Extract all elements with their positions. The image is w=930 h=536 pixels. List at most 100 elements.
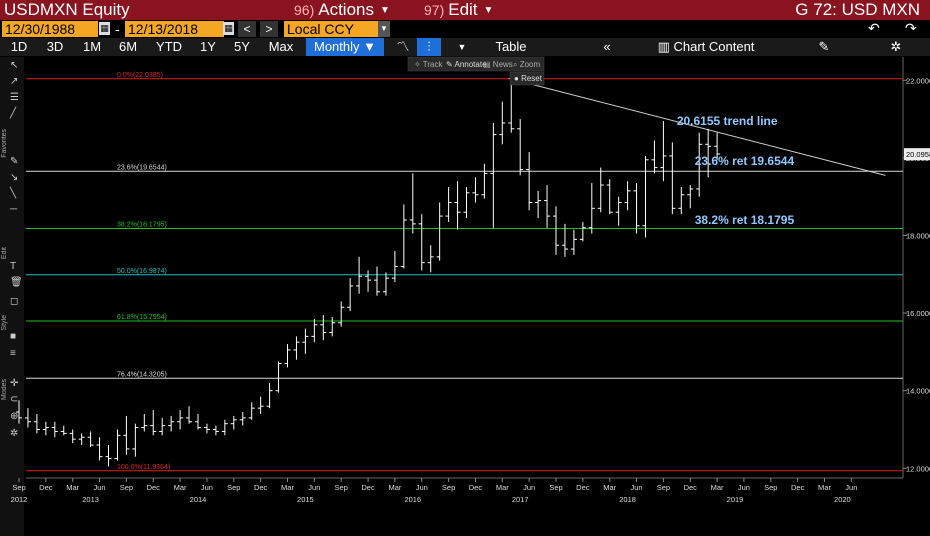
ohlc-bar <box>16 400 22 424</box>
prev-arrow-icon[interactable]: < <box>238 21 256 37</box>
x-tick-label: Mar <box>174 483 187 492</box>
ohlc-bar <box>499 101 506 145</box>
shape-tool-icon[interactable]: ◻ <box>10 296 19 307</box>
trash-icon[interactable]: 🗑 <box>10 277 23 288</box>
pencil-icon[interactable]: ✎ <box>818 39 830 54</box>
undo-icon[interactable]: ↶ <box>868 20 880 36</box>
chevron-down-icon[interactable]: ▼ <box>378 21 390 37</box>
reset-button[interactable]: ● Reset <box>514 74 543 83</box>
track-icon: ✧ <box>414 60 421 69</box>
toolbar: 1D 3D 1M 6M YTD 1Y 5Y Max Monthly ▼ 〽 ⫶ … <box>0 38 930 56</box>
range-max-button[interactable]: Max <box>268 39 294 54</box>
range-5y-button[interactable]: 5Y <box>234 39 250 54</box>
ohlc-bar <box>445 186 452 222</box>
x-tick-label: Dec <box>576 483 590 492</box>
next-arrow-icon[interactable]: > <box>260 21 278 37</box>
horizontal-line-icon[interactable]: ─ <box>10 204 18 215</box>
gear-icon[interactable]: ✲ <box>890 39 902 54</box>
currency-select[interactable]: Local CCY <box>284 21 382 37</box>
end-date-field[interactable]: 12/13/2018 <box>125 21 224 37</box>
start-date-field[interactable]: 12/30/1988 <box>2 21 98 37</box>
x-tick-label: Mar <box>281 483 294 492</box>
range-1m-button[interactable]: 1M <box>82 39 102 54</box>
ohlc-bar-icon[interactable]: ⫶ <box>417 38 441 56</box>
ohlc-bar <box>508 78 515 133</box>
x-axis: Sep Dec Mar Jun Sep Dec Mar Jun Sep Dec Mar Jun Sep D… <box>11 478 857 504</box>
range-1y-button[interactable]: 1Y <box>200 39 216 54</box>
ohlc-bar <box>714 132 721 160</box>
text-tool-icon[interactable]: T <box>10 261 17 272</box>
ticker-label[interactable]: USDMXN Equity <box>4 0 130 19</box>
trend-line <box>508 77 886 176</box>
line-tool-icon[interactable]: ╲ <box>10 188 17 199</box>
frequency-select[interactable]: Monthly ▼ <box>306 38 384 56</box>
line-chart-icon[interactable]: 〽 <box>396 39 410 54</box>
annotation-label: 38.2% ret 18.1795 <box>695 213 795 227</box>
x-tick-label: Sep <box>549 483 562 492</box>
ohlc-bar <box>365 270 372 292</box>
annotate-toggle[interactable]: ✎ Annotate <box>446 60 487 69</box>
redo-icon[interactable]: ↷ <box>905 20 917 36</box>
calendar-icon[interactable]: ▦ <box>99 22 110 35</box>
ohlc-bar <box>553 206 559 255</box>
x-tick-label: Mar <box>388 483 401 492</box>
track-toggle[interactable]: ✧ Track <box>414 60 443 69</box>
ohlc-bar <box>705 128 712 178</box>
collapse-double-arrow-icon[interactable]: « <box>603 39 611 54</box>
ohlc-bar <box>400 204 407 269</box>
chevron-down-icon[interactable]: ▼ <box>457 42 467 52</box>
ohlc-bar <box>696 132 703 197</box>
ohlc-bar <box>436 202 443 261</box>
x-year-label: 2012 <box>11 495 28 504</box>
chart-content-label: Chart Content <box>673 39 755 54</box>
range-ytd-button[interactable]: YTD <box>156 39 182 54</box>
news-toggle[interactable]: ▤ News <box>483 60 513 69</box>
calendar-icon[interactable]: ▦ <box>223 22 234 35</box>
caret-down-icon: ▼ <box>483 4 494 16</box>
range-6m-button[interactable]: 6M <box>118 39 138 54</box>
x-tick-label: Sep <box>227 483 240 492</box>
cursor-icon[interactable]: ↖ <box>10 60 19 71</box>
ohlc-bar <box>678 186 685 215</box>
ohlc-bar <box>687 185 694 209</box>
actions-menu[interactable]: 96) Actions ▼ <box>294 0 390 20</box>
lock-icon[interactable]: ⊕ <box>10 411 19 422</box>
trend-tool-icon[interactable]: ╱ <box>10 108 17 119</box>
trend-line-segment <box>508 77 886 176</box>
y-tick-label: 18.0000 <box>906 231 930 240</box>
chart-content-button[interactable]: ▥ Chart Content <box>650 38 762 56</box>
ohlc-bar <box>526 152 533 211</box>
pointer-icon[interactable]: ↗ <box>10 76 19 87</box>
crosshair-icon[interactable]: ✛ <box>10 378 19 389</box>
ohlc-bar <box>356 256 363 294</box>
ohlc-bar <box>257 396 264 414</box>
x-tick-label: Jun <box>631 483 643 492</box>
zoom-icon: ⌕ <box>513 60 517 69</box>
annotation-label: 23.6% ret 19.6544 <box>695 154 795 168</box>
x-tick-label: Sep <box>764 483 777 492</box>
color-swatch-icon[interactable]: ■ <box>10 331 17 342</box>
x-tick-label: Jun <box>308 483 320 492</box>
ohlc-bar <box>266 382 273 409</box>
table-button[interactable]: Table <box>495 39 527 54</box>
ohlc-bar <box>221 419 228 436</box>
ohlc-bar <box>338 301 345 327</box>
line-style-icon[interactable]: ≡ <box>10 348 16 359</box>
drawing-tools-sidebar: ↖ ↗ ☰ ╱ Favorites ✎ ↘ ╲ ─ Edit T 🗑 ◻ Sty… <box>0 57 24 536</box>
gear-icon[interactable]: ✲ <box>10 428 19 439</box>
arrow-tool-icon[interactable]: ↘ <box>10 172 19 183</box>
zoom-toggle[interactable]: ⌕ Zoom <box>513 60 541 69</box>
ohlc-bar <box>517 119 524 176</box>
edit-menu[interactable]: 97) Edit ▼ <box>424 0 493 20</box>
x-year-label: 2016 <box>404 495 421 504</box>
chart-title: G 72: USD MXN <box>795 0 920 19</box>
pencil-icon[interactable]: ✎ <box>10 156 19 167</box>
magnet-icon[interactable]: ⊂ <box>10 394 19 405</box>
y-tick-label: 14.0000 <box>906 387 930 396</box>
y-tick-label: 16.0000 <box>906 309 930 318</box>
ohlc-bar <box>320 315 327 341</box>
fib-tool-icon[interactable]: ☰ <box>10 92 19 103</box>
range-3d-button[interactable]: 3D <box>46 39 64 54</box>
range-1d-button[interactable]: 1D <box>10 39 28 54</box>
